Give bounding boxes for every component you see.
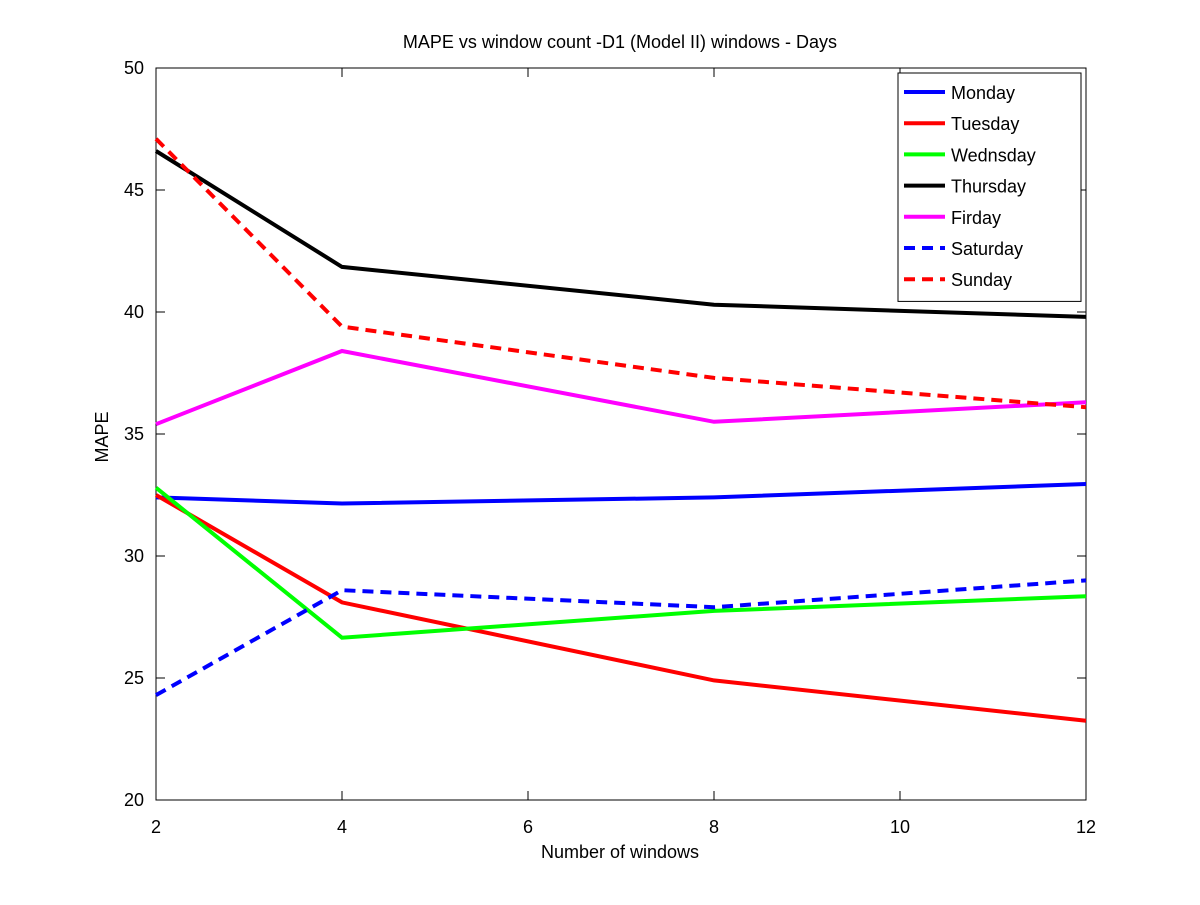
series-line-firday xyxy=(155,348,1087,427)
x-tick-label: 10 xyxy=(890,817,910,837)
y-tick-label: 40 xyxy=(124,302,144,322)
series-line-saturday xyxy=(155,578,1087,697)
legend-label-monday: Monday xyxy=(951,83,1015,103)
series-line-wednsday xyxy=(154,486,1087,640)
y-tick-label: 35 xyxy=(124,424,144,444)
legend-label-tuesday: Tuesday xyxy=(951,114,1019,134)
legend-label-saturday: Saturday xyxy=(951,239,1023,259)
y-axis-label: MAPE xyxy=(92,411,112,462)
chart-title: MAPE vs window count -D1 (Model II) wind… xyxy=(403,32,837,52)
x-tick-label: 4 xyxy=(337,817,347,837)
x-axis-label: Number of windows xyxy=(541,842,699,862)
plot-area: 2 4 6 8 10 12 20 25 30 35 40 45 50 xyxy=(124,58,1096,837)
x-tick-label: 12 xyxy=(1076,817,1096,837)
legend-label-wednsday: Wednsday xyxy=(951,145,1036,165)
x-tick-label: 6 xyxy=(523,817,533,837)
series-line-monday xyxy=(155,482,1087,506)
y-tick-label: 45 xyxy=(124,180,144,200)
legend-label-thursday: Thursday xyxy=(951,177,1026,197)
y-tick-label: 20 xyxy=(124,790,144,810)
legend: Monday Tuesday Wednsday Thursday Firday Satur… xyxy=(897,72,1082,302)
y-tick-label: 30 xyxy=(124,546,144,566)
series-line-thursday xyxy=(154,149,1087,319)
series-line-sunday xyxy=(154,137,1087,410)
legend-label-firday: Firday xyxy=(951,208,1001,228)
y-tick-label: 50 xyxy=(124,58,144,78)
legend-label-sunday: Sunday xyxy=(951,270,1012,290)
series-line-tuesday xyxy=(154,493,1087,723)
x-tick-label: 8 xyxy=(709,817,719,837)
x-tick-label: 2 xyxy=(151,817,161,837)
y-tick-label: 25 xyxy=(124,668,144,688)
